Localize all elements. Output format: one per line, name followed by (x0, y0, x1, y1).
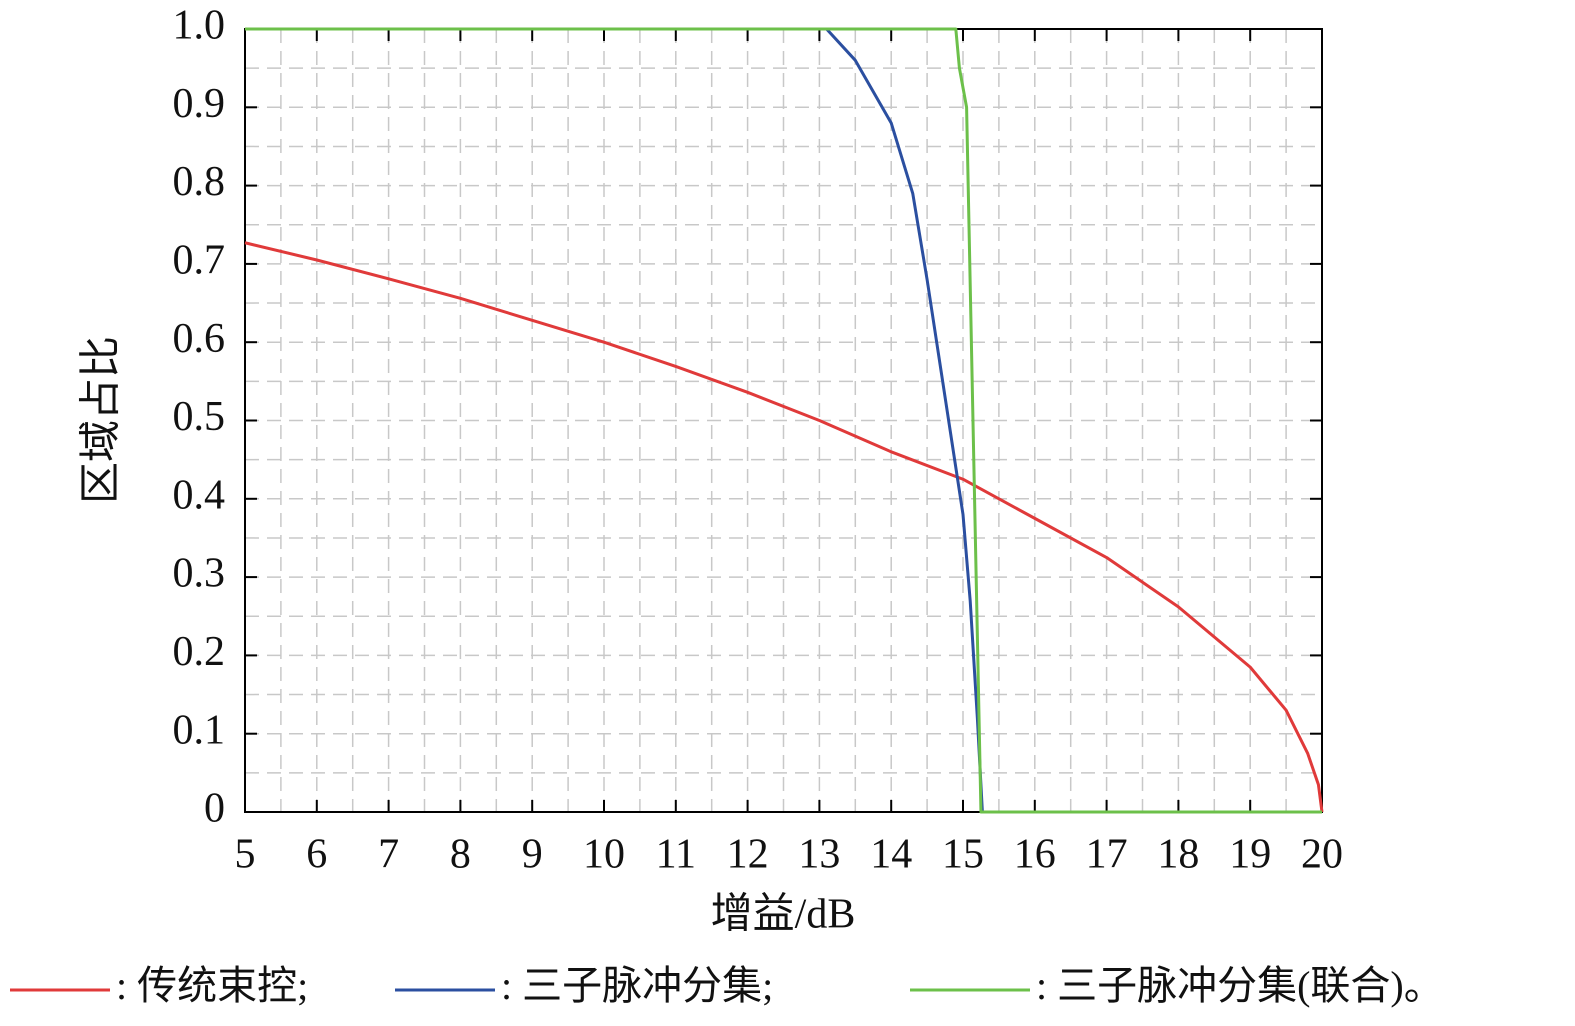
x-tick-label: 7 (378, 832, 399, 878)
x-tick-label: 12 (727, 832, 769, 878)
x-tick-label: 6 (306, 832, 327, 878)
series-line (245, 27, 1322, 814)
y-tick-label: 0.6 (173, 316, 226, 362)
x-tick-label: 9 (522, 832, 543, 878)
x-axis-label: 增益/dB (711, 892, 856, 938)
x-tick-label: 10 (583, 832, 625, 878)
x-tick-label: 11 (656, 832, 696, 878)
x-tick-label: 5 (235, 832, 256, 878)
x-tick-label: 19 (1229, 832, 1271, 878)
series-line (245, 27, 1322, 814)
y-tick-label: 1.0 (173, 3, 226, 49)
x-tick-label: 17 (1086, 832, 1128, 878)
x-tick-label: 14 (870, 832, 912, 878)
x-tick-label: 8 (450, 832, 471, 878)
x-tick-label: 16 (1014, 832, 1056, 878)
y-tick-label: 0.4 (173, 472, 226, 518)
y-tick-label: 0.9 (173, 81, 226, 127)
legend-label: : 传统束控; (116, 963, 308, 1008)
y-tick-label: 0 (204, 786, 225, 832)
y-tick-label: 0.1 (173, 707, 226, 753)
y-tick-label: 0.5 (173, 394, 226, 440)
y-tick-label: 0.2 (173, 629, 226, 675)
y-tick-label: 0.3 (173, 551, 226, 597)
legend-label: : 三子脉冲分集(联合)。 (1036, 963, 1444, 1008)
y-axis-label: 区域占比 (79, 336, 125, 504)
y-tick-label: 0.7 (173, 238, 226, 284)
legend-label: : 三子脉冲分集; (501, 963, 773, 1008)
series-line (244, 241, 1324, 813)
x-tick-label: 15 (942, 832, 984, 878)
y-tick-label: 0.8 (173, 159, 226, 205)
x-tick-label: 20 (1301, 832, 1343, 878)
x-tick-label: 13 (798, 832, 840, 878)
x-tick-label: 18 (1157, 832, 1199, 878)
